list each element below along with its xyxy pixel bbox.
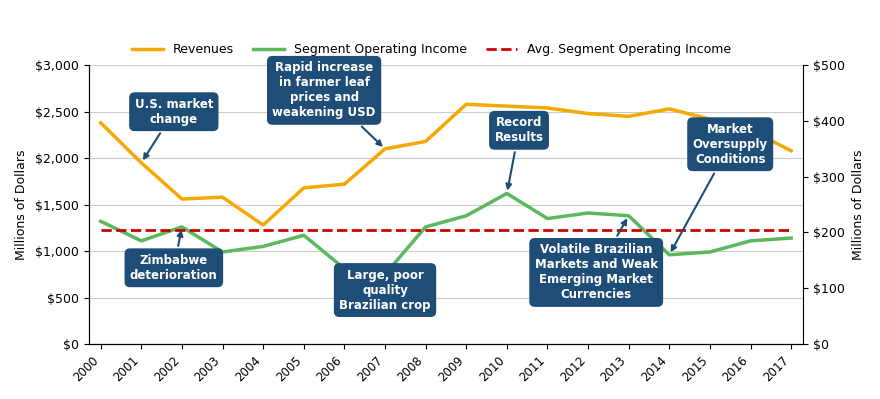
Y-axis label: Millions of Dollars: Millions of Dollars [852, 149, 865, 260]
Y-axis label: Millions of Dollars: Millions of Dollars [15, 149, 28, 260]
Legend: Revenues, Segment Operating Income, Avg. Segment Operating Income: Revenues, Segment Operating Income, Avg.… [132, 43, 731, 56]
Text: Large, poor
quality
Brazilian crop: Large, poor quality Brazilian crop [340, 269, 431, 312]
Text: Zimbabwe
deterioration: Zimbabwe deterioration [130, 232, 217, 282]
Text: Market
Oversupply
Conditions: Market Oversupply Conditions [671, 123, 767, 250]
Text: U.S. market
change: U.S. market change [135, 98, 213, 158]
Text: Rapid increase
in farmer leaf
prices and
weakening USD: Rapid increase in farmer leaf prices and… [273, 61, 381, 145]
Text: Record
Results: Record Results [495, 116, 544, 188]
Text: Volatile Brazilian
Markets and Weak
Emerging Market
Currencies: Volatile Brazilian Markets and Weak Emer… [535, 220, 657, 301]
